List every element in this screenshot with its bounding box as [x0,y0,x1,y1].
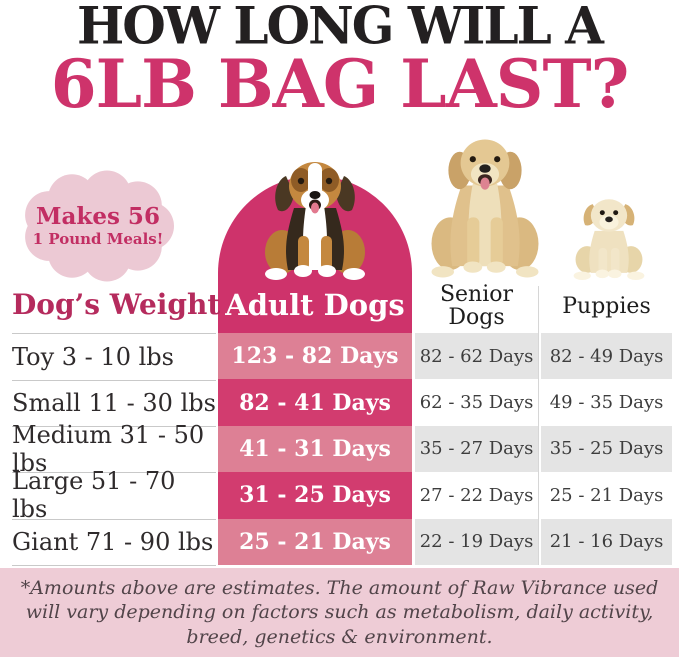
senior-header-line-1: Senior [439,282,514,307]
puppy-icon [573,199,645,281]
title-line-1: HOW LONG WILL A [77,0,604,56]
table-row: Small 11 - 30 lbs 82 - 41 Days 62 - 35 D… [0,379,679,427]
scallop-seal-icon [25,170,174,282]
column-header-dogs-weight: Dog’s Weight [12,288,221,321]
badge-line-2: 1 Pound Meals! [32,229,164,248]
title-line-2: 6LB BAG LAST? [50,45,630,123]
senior-days-cell: 35 - 27 Days [415,425,538,473]
senior-days-cell: 27 - 22 Days [415,472,538,519]
column-header-senior-dogs: Senior Dogs [415,283,538,329]
senior-header-line-2: Dogs [448,305,505,330]
badge-text: Makes 56 1 Pound Meals! [13,166,183,286]
senior-days-cell: 62 - 35 Days [415,379,538,426]
column-header-adult-dogs: Adult Dogs [225,288,405,322]
table-row: Toy 3 - 10 lbs 123 - 82 Days 82 - 62 Day… [0,333,679,382]
adult-days-cell: 41 - 31 Days [218,425,412,473]
adult-days-cell: 82 - 41 Days [218,379,412,426]
table-row: Giant 71 - 90 lbs 25 - 21 Days 22 - 19 D… [0,518,679,566]
senior-days-cell: 22 - 19 Days [415,518,538,565]
puppy-days-cell: 49 - 35 Days [541,379,672,426]
weight-cell: Small 11 - 30 lbs [12,379,216,427]
page-title: HOW LONG WILL A 6LB BAG LAST? [0,0,679,123]
badge-line-1: Makes 56 [36,202,160,230]
puppy-days-cell: 25 - 21 Days [541,472,672,519]
duration-table: Toy 3 - 10 lbs 123 - 82 Days 82 - 62 Day… [0,333,679,566]
puppy-days-cell: 35 - 25 Days [541,425,672,473]
weight-cell: Toy 3 - 10 lbs [12,333,216,382]
puppy-days-cell: 21 - 16 Days [541,518,672,565]
disclaimer-line-1: *Amounts above are estimates. The amount… [20,576,659,599]
adult-days-cell: 31 - 25 Days [218,472,412,519]
beagle-adult-dog-icon [265,162,365,280]
adult-days-cell: 123 - 82 Days [218,333,412,380]
meals-badge: Makes 56 1 Pound Meals! [13,166,183,286]
puppy-days-cell: 82 - 49 Days [541,333,672,380]
adult-days-cell: 25 - 21 Days [218,518,412,565]
weight-cell: Giant 71 - 90 lbs [12,519,216,566]
column-header-puppies: Puppies [562,294,651,319]
disclaimer-footer: *Amounts above are estimates. The amount… [0,568,679,657]
table-row: Medium 31 - 50 lbs 41 - 31 Days 35 - 27 … [0,421,679,477]
disclaimer-line-2: will vary depending on factors such as m… [25,601,654,624]
senior-days-cell: 82 - 62 Days [415,333,538,380]
disclaimer-line-3: breed, genetics & environment. [186,625,493,648]
golden-retriever-senior-dog-icon [431,139,539,278]
weight-cell: Medium 31 - 50 lbs [12,421,216,477]
column-divider [538,286,539,565]
table-row: Large 51 - 70 lbs 31 - 25 Days 27 - 22 D… [0,467,679,523]
weight-cell: Large 51 - 70 lbs [12,467,216,523]
